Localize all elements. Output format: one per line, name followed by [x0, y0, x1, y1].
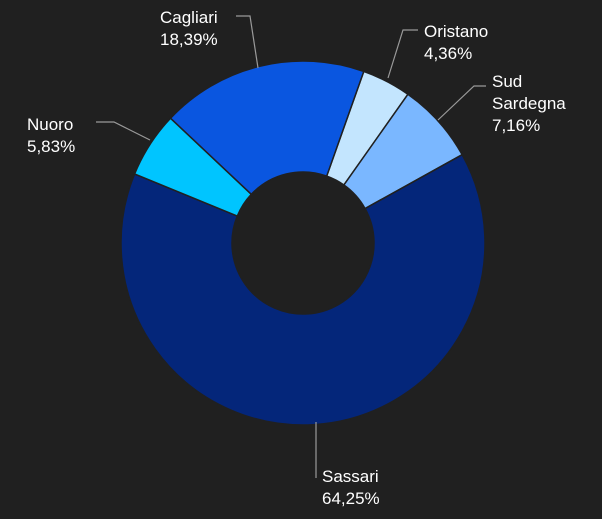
label-sud-sardegna-line2: Sardegna — [492, 94, 566, 113]
leader-line-cagliari — [236, 15, 259, 69]
leader-line-sud-sardegna — [437, 85, 486, 121]
leader-line-oristano — [387, 29, 418, 79]
label-sassari-name: Sassari — [322, 467, 379, 486]
label-cagliari-name: Cagliari — [160, 8, 218, 27]
label-sud-sardegna-line1: Sud — [492, 72, 522, 91]
label-cagliari-value: 18,39% — [160, 30, 218, 49]
label-nuoro-value: 5,83% — [27, 137, 75, 156]
slice-cagliari[interactable] — [169, 60, 365, 196]
slice-sassari[interactable] — [120, 153, 486, 426]
label-oristano-name: Oristano — [424, 22, 488, 41]
label-nuoro-name: Nuoro — [27, 115, 73, 134]
leader-line-nuoro — [96, 121, 151, 141]
label-oristano-value: 4,36% — [424, 44, 472, 63]
label-sud-sardegna-value: 7,16% — [492, 116, 540, 135]
leader-lines-group — [96, 15, 486, 478]
slices-group — [120, 60, 486, 426]
label-sassari-value: 64,25% — [322, 489, 380, 508]
